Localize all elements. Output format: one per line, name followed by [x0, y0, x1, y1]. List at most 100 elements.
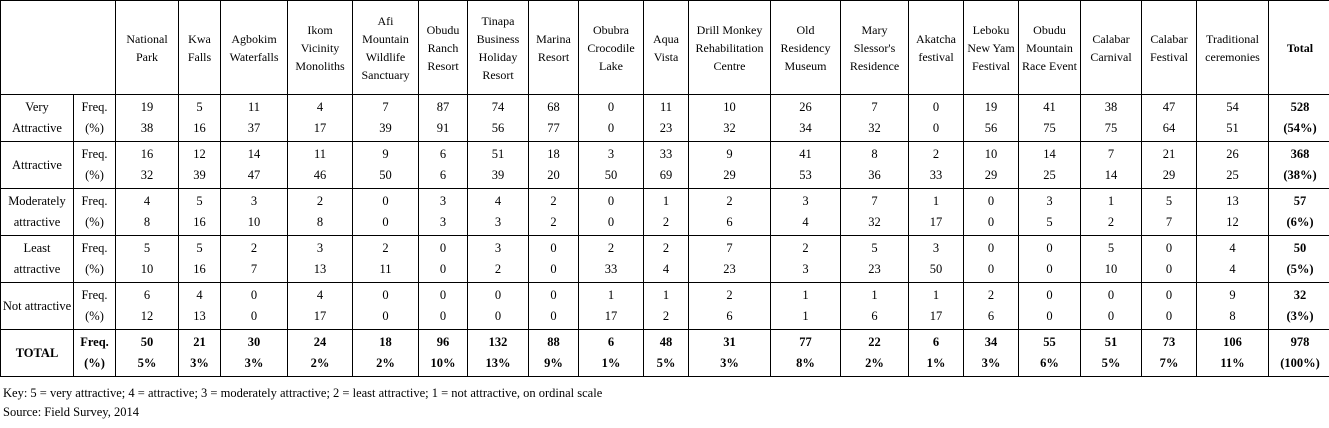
data-cell: 14 25: [1018, 141, 1081, 189]
data-cell: 5 10: [1080, 235, 1142, 283]
data-cell: 68 77: [528, 94, 579, 142]
data-cell: 6 1%: [908, 329, 964, 377]
data-cell: 18 2%: [352, 329, 419, 377]
data-cell: 2 33: [908, 141, 964, 189]
data-cell: 8 36: [840, 141, 909, 189]
data-cell: 11 23: [643, 94, 689, 142]
data-cell: 6 12: [115, 282, 179, 330]
table-header: National Park Kwa Falls Agbokim Waterfalls…: [0, 0, 1329, 95]
data-cell: 41 53: [770, 141, 841, 189]
freq-pct-cell: Freq. (%): [73, 282, 116, 330]
table-row: Moderately attractive Freq. (%) 4 8 5 16 3 10 2 8 0…: [0, 188, 1329, 236]
row-total-cell: 528 (54%): [1268, 94, 1329, 142]
data-cell: 51 5%: [1080, 329, 1142, 377]
data-cell: 2 11: [352, 235, 419, 283]
column-header: Old Residency Museum: [770, 0, 841, 95]
data-cell: 21 3%: [178, 329, 221, 377]
row-total-cell: 368 (38%): [1268, 141, 1329, 189]
row-label: Not attractive: [0, 282, 74, 330]
column-header: Mary Slessor's Residence: [840, 0, 909, 95]
row-label: Very Attractive: [0, 94, 74, 142]
freq-pct-cell: Freq. (%): [73, 94, 116, 142]
column-header: Drill Monkey Rehabilitation Centre: [688, 0, 771, 95]
data-cell: 51 39: [467, 141, 529, 189]
data-cell: 4 13: [178, 282, 221, 330]
column-header: Leboku New Yam Festival: [963, 0, 1019, 95]
data-cell: 106 11%: [1196, 329, 1269, 377]
data-cell: 132 13%: [467, 329, 529, 377]
data-cell: 48 5%: [643, 329, 689, 377]
column-header: Kwa Falls: [178, 0, 221, 95]
attractiveness-frequency-table: National Park Kwa Falls Agbokim Waterfalls…: [0, 0, 1329, 377]
table-row: Attractive Freq. (%) 16 32 12 39 14 47 11 46 9 50 6 6 5…: [0, 141, 1329, 189]
data-cell: 26 34: [770, 94, 841, 142]
data-cell: 22 2%: [840, 329, 909, 377]
row-total-cell: 50 (5%): [1268, 235, 1329, 283]
data-cell: 3 50: [908, 235, 964, 283]
data-cell: 11 46: [287, 141, 353, 189]
data-cell: 50 5%: [115, 329, 179, 377]
table-body: Very Attractive Freq. (%) 19 38 5 16 11 37 4 17 7 39…: [0, 94, 1329, 377]
data-cell: 1 17: [908, 282, 964, 330]
source-note: Source: Field Survey, 2014: [3, 405, 139, 420]
column-header: Marina Resort: [528, 0, 579, 95]
data-cell: 47 64: [1141, 94, 1197, 142]
data-cell: 13 12: [1196, 188, 1269, 236]
column-header: Akatcha festival: [908, 0, 964, 95]
column-header: Ikom Vicinity Monoliths: [287, 0, 353, 95]
data-cell: 7 32: [840, 94, 909, 142]
data-cell: 19 56: [963, 94, 1019, 142]
corner-cell: [0, 0, 116, 95]
data-cell: 31 3%: [688, 329, 771, 377]
data-cell: 7 14: [1080, 141, 1142, 189]
row-total-cell: 32 (3%): [1268, 282, 1329, 330]
column-header: Obudu Mountain Race Event: [1018, 0, 1081, 95]
data-cell: 5 16: [178, 94, 221, 142]
data-cell: 2 33: [578, 235, 644, 283]
column-header: Agbokim Waterfalls: [220, 0, 288, 95]
data-cell: 5 16: [178, 188, 221, 236]
data-cell: 14 47: [220, 141, 288, 189]
data-cell: 54 51: [1196, 94, 1269, 142]
data-cell: 77 8%: [770, 329, 841, 377]
data-cell: 38 75: [1080, 94, 1142, 142]
row-label: Moderately attractive: [0, 188, 74, 236]
data-cell: 3 10: [220, 188, 288, 236]
data-cell: 55 6%: [1018, 329, 1081, 377]
column-header: Afi Mountain Wildlife Sanctuary: [352, 0, 419, 95]
table-row: Very Attractive Freq. (%) 19 38 5 16 11 37 4 17 7 39…: [0, 94, 1329, 142]
column-header: Calabar Festival: [1141, 0, 1197, 95]
data-cell: 96 10%: [418, 329, 468, 377]
data-cell: 5 10: [115, 235, 179, 283]
column-header: Aqua Vista: [643, 0, 689, 95]
freq-pct-cell: Freq. (%): [73, 188, 116, 236]
data-cell: 87 91: [418, 94, 468, 142]
table-row: TOTAL Freq. (%) 50 5% 21 3% 30 3% 24 2% 18 2% 96 10% 13…: [0, 329, 1329, 377]
data-cell: 12 39: [178, 141, 221, 189]
